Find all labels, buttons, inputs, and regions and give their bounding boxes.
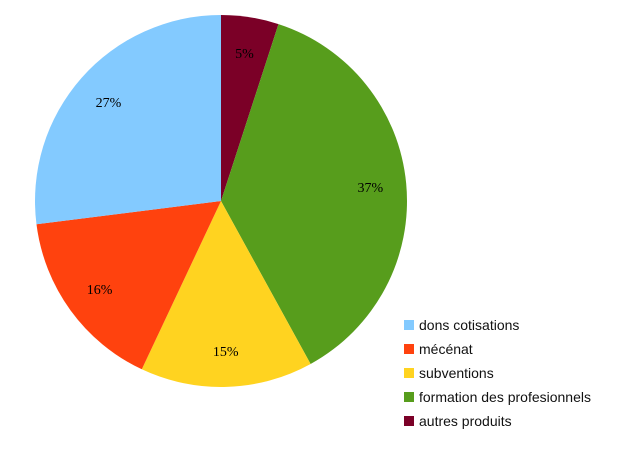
- legend-item-autres-produits: autres produits: [404, 409, 591, 433]
- pie-data-label: 5%: [235, 47, 254, 62]
- legend-swatch: [404, 392, 414, 402]
- legend-item-formation-des-profesionnels: formation des profesionnels: [404, 385, 591, 409]
- pie-data-labels: 5% 37% 15% 16% 27%: [87, 47, 384, 360]
- pie-slices: [35, 15, 408, 387]
- pie-slice-mécénat: [36, 201, 221, 370]
- legend-swatch: [404, 416, 414, 426]
- pie-data-label: 16%: [87, 283, 113, 298]
- pie-slice-autres-produits: [221, 15, 279, 201]
- legend-swatch: [404, 344, 414, 354]
- legend-item-subventions: subventions: [404, 361, 591, 385]
- pie-data-label: 15%: [213, 345, 239, 360]
- legend-item-dons-cotisations: dons cotisations: [404, 313, 591, 337]
- legend: dons cotisations mécénat subventions for…: [404, 313, 591, 433]
- legend-swatch: [404, 320, 414, 330]
- pie-slice-dons-cotisations: [35, 15, 222, 225]
- legend-swatch: [404, 368, 414, 378]
- pie-data-label: 37%: [357, 181, 383, 196]
- legend-label: autres produits: [419, 413, 512, 429]
- legend-label: formation des profesionnels: [419, 389, 591, 405]
- pie-slice-formation-des-profesionnels: [221, 24, 408, 364]
- pie-slice-subventions: [141, 201, 311, 387]
- legend-item-mecenat: mécénat: [404, 337, 591, 361]
- pie-data-label: 27%: [96, 96, 122, 111]
- legend-label: subventions: [419, 365, 494, 381]
- legend-label: mécénat: [419, 341, 473, 357]
- legend-label: dons cotisations: [419, 317, 520, 333]
